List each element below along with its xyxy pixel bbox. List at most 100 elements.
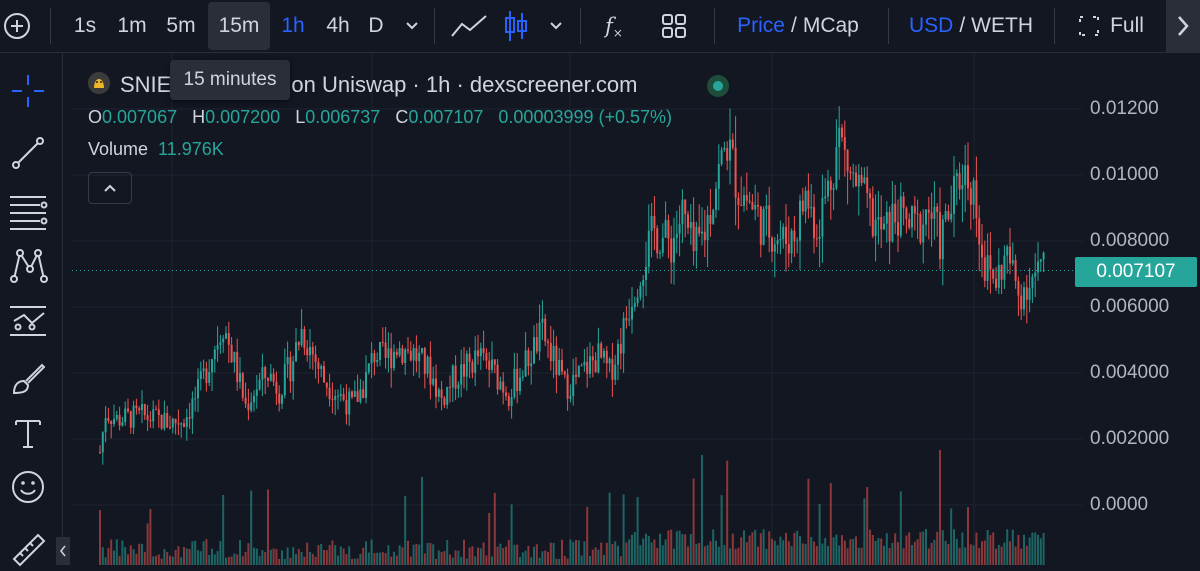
candle-body xyxy=(247,403,250,411)
timeframe-4h[interactable]: 4h xyxy=(326,14,350,37)
volume-bar xyxy=(664,539,667,565)
volume-bar xyxy=(205,539,208,565)
layout-grid-icon[interactable] xyxy=(656,0,692,52)
candle-body xyxy=(941,219,944,260)
timeframe-5m[interactable]: 5m xyxy=(166,14,196,37)
volume-bar xyxy=(902,548,905,565)
brush-icon[interactable] xyxy=(6,357,50,401)
volume-bar xyxy=(227,556,230,565)
volume-bar xyxy=(577,540,580,565)
pattern-icon[interactable] xyxy=(6,243,50,287)
usd-weth-toggle[interactable]: USD / WETH xyxy=(906,0,1036,52)
candle-body xyxy=(516,368,519,392)
volume-bar xyxy=(247,543,250,565)
volume-bar xyxy=(743,530,745,565)
candle-body xyxy=(600,343,603,358)
candle-body xyxy=(289,357,292,382)
volume-bar xyxy=(762,529,765,565)
candle-body xyxy=(647,230,650,267)
timeframe-15m[interactable]: 15m xyxy=(208,2,270,50)
candle-body xyxy=(810,206,813,209)
volume-bar xyxy=(188,549,191,565)
candle-body xyxy=(919,213,922,243)
candle-body xyxy=(205,368,208,383)
candle-body xyxy=(622,317,625,354)
slash-separator: / xyxy=(790,14,797,37)
price-mcap-toggle[interactable]: Price / MCap xyxy=(732,0,864,52)
candle-body xyxy=(787,244,790,254)
volume-bar xyxy=(852,538,855,565)
volume-bar xyxy=(605,542,608,565)
volume-bar xyxy=(555,558,558,565)
candle-body xyxy=(365,372,367,398)
volume-bar xyxy=(1034,532,1037,565)
volume-bar xyxy=(631,534,633,565)
crosshair-icon[interactable] xyxy=(6,69,50,113)
volume-bar xyxy=(815,546,818,565)
chevron-down-icon[interactable] xyxy=(542,0,570,52)
price-chart[interactable] xyxy=(72,53,1200,565)
volume-bar xyxy=(642,538,645,565)
volume-bar xyxy=(961,532,964,565)
timeframe-1s[interactable]: 1s xyxy=(73,14,97,37)
volume-bar xyxy=(824,538,827,565)
volume-bar xyxy=(829,483,832,565)
candles-icon[interactable] xyxy=(500,0,532,52)
volume-bar xyxy=(426,543,429,565)
close-key: C xyxy=(395,107,409,127)
volume-bar xyxy=(365,541,367,565)
volume-bar xyxy=(225,557,227,565)
add-icon[interactable] xyxy=(0,0,34,52)
volume-bar xyxy=(611,543,614,565)
candle-body xyxy=(208,372,211,383)
timeframe-d[interactable]: D xyxy=(368,14,384,37)
volume-bar xyxy=(1039,538,1042,565)
candle-body xyxy=(197,379,199,399)
candle-body xyxy=(297,342,300,346)
candle-body xyxy=(818,236,821,239)
prediction-icon[interactable] xyxy=(6,299,50,343)
volume-bar xyxy=(989,535,992,565)
volume-bar xyxy=(250,490,253,565)
fib-retracement-icon[interactable] xyxy=(6,189,50,233)
indicators-icon[interactable]: f × xyxy=(605,14,623,40)
volume-bar xyxy=(1031,532,1034,565)
candle-body xyxy=(603,350,605,358)
fullscreen-button[interactable]: Full xyxy=(1070,0,1152,52)
chevron-right-icon[interactable] xyxy=(1166,0,1200,52)
timeframe-1m[interactable]: 1m xyxy=(117,14,147,37)
emoji-icon[interactable] xyxy=(6,465,50,509)
candle-body xyxy=(432,378,435,385)
volume-bar xyxy=(698,542,701,565)
volume-bar xyxy=(636,497,639,565)
volume-bar xyxy=(617,545,619,565)
ruler-icon[interactable] xyxy=(6,527,50,571)
chevron-down-icon[interactable] xyxy=(398,0,426,52)
volume-bar xyxy=(997,544,1000,565)
candle-body xyxy=(815,238,818,240)
candle-body xyxy=(328,387,331,400)
candle-body xyxy=(1020,295,1023,310)
candle-body xyxy=(124,408,127,423)
volume-bar xyxy=(614,541,617,565)
candle-body xyxy=(743,195,745,206)
volume-bar xyxy=(625,542,628,565)
collapse-toolbar-icon[interactable] xyxy=(56,537,70,565)
candle-body xyxy=(953,176,955,214)
candle-body xyxy=(804,190,807,212)
chevron-up-icon xyxy=(104,184,116,192)
volume-bar xyxy=(796,530,799,565)
timeframe-1h[interactable]: 1h xyxy=(281,14,305,37)
line-chart-icon[interactable] xyxy=(448,0,490,52)
candle-body xyxy=(250,402,253,411)
collapse-legend-button[interactable] xyxy=(88,172,132,204)
volume-bar xyxy=(384,553,387,565)
candle-body xyxy=(185,417,188,427)
candle-body xyxy=(468,353,471,362)
volume-bar xyxy=(650,542,653,565)
trend-line-icon[interactable] xyxy=(6,131,50,175)
text-icon[interactable] xyxy=(6,411,50,455)
candle-body xyxy=(337,395,339,397)
volume-bar xyxy=(267,489,269,565)
volume-bar xyxy=(286,547,289,565)
